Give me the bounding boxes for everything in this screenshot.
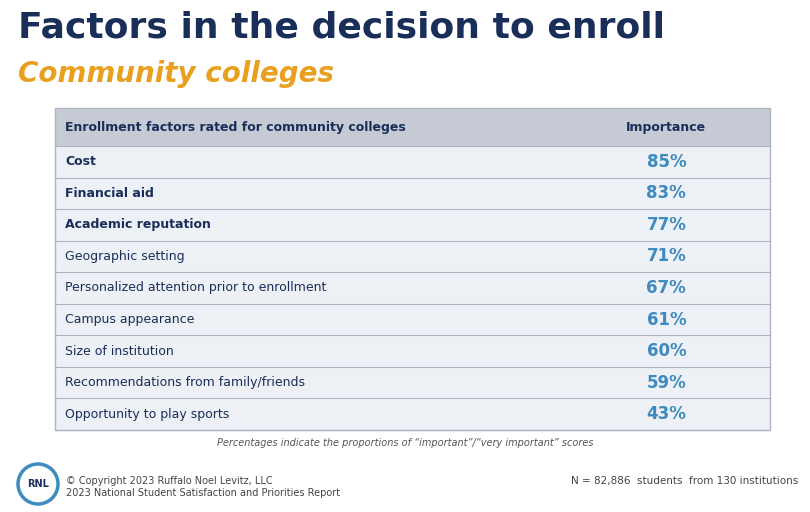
Text: 60%: 60% (646, 342, 686, 360)
Text: Opportunity to play sports: Opportunity to play sports (65, 408, 229, 421)
Text: Size of institution: Size of institution (65, 345, 174, 357)
Text: Cost: Cost (65, 155, 96, 168)
Text: 77%: 77% (646, 216, 686, 234)
Text: RNL: RNL (27, 479, 49, 489)
Text: Financial aid: Financial aid (65, 187, 154, 200)
Text: Enrollment factors rated for community colleges: Enrollment factors rated for community c… (65, 120, 406, 134)
Bar (55, 108, 770, 430)
Text: © Copyright 2023 Ruffalo Noel Levitz, LLC: © Copyright 2023 Ruffalo Noel Levitz, LL… (66, 476, 273, 486)
Text: Campus appearance: Campus appearance (65, 313, 194, 326)
Text: Personalized attention prior to enrollment: Personalized attention prior to enrollme… (65, 282, 326, 294)
Text: 71%: 71% (646, 247, 686, 265)
Text: 83%: 83% (646, 184, 686, 202)
Bar (55, 108, 770, 430)
Text: 59%: 59% (646, 374, 686, 392)
Text: 61%: 61% (646, 311, 686, 329)
Circle shape (18, 464, 58, 504)
Text: 43%: 43% (646, 405, 686, 423)
Text: N = 82,886  students  from 130 institutions: N = 82,886 students from 130 institution… (571, 476, 798, 486)
Text: Importance: Importance (626, 120, 706, 134)
Text: Community colleges: Community colleges (18, 60, 334, 88)
Text: 2023 National Student Satisfaction and Priorities Report: 2023 National Student Satisfaction and P… (66, 488, 340, 498)
Text: Factors in the decision to enroll: Factors in the decision to enroll (18, 10, 665, 44)
Text: Geographic setting: Geographic setting (65, 250, 185, 263)
Text: 85%: 85% (646, 153, 686, 171)
Text: Percentages indicate the proportions of “important”/“very important” scores: Percentages indicate the proportions of … (217, 438, 593, 448)
Text: Recommendations from family/friends: Recommendations from family/friends (65, 376, 305, 389)
Text: Academic reputation: Academic reputation (65, 219, 211, 231)
Bar (55, 108, 770, 146)
Text: 67%: 67% (646, 279, 686, 297)
